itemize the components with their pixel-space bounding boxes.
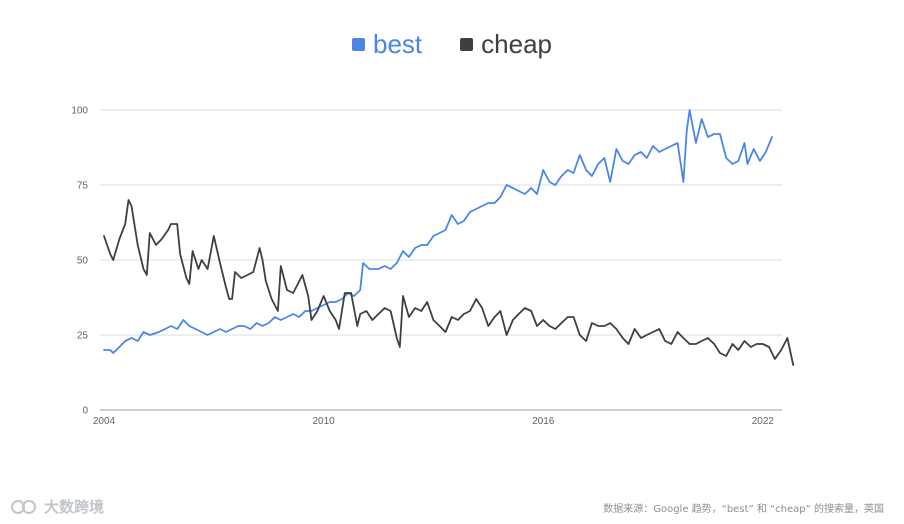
x-tick-label-2016: 2016 xyxy=(532,416,555,427)
legend: best cheap xyxy=(0,28,904,60)
y-tick-label-100: 100 xyxy=(71,106,88,117)
watermark-logo-icon xyxy=(11,499,36,514)
series-line-best[interactable] xyxy=(103,109,773,354)
legend-swatch-cheap xyxy=(460,37,474,51)
legend-label-best: best xyxy=(373,29,423,59)
watermark: 大数跨境 xyxy=(10,496,104,517)
legend-swatch-best xyxy=(352,37,365,51)
watermark-text: 大数跨境 xyxy=(44,498,105,516)
x-tick-label-2004: 2004 xyxy=(93,416,116,427)
legend-item-cheap[interactable]: cheap xyxy=(460,28,552,60)
x-tick-label-2022: 2022 xyxy=(752,416,775,427)
y-tick-label-50: 50 xyxy=(77,256,89,267)
x-tick-label-2010: 2010 xyxy=(312,416,335,427)
y-tick-label-75: 75 xyxy=(77,181,89,192)
legend-label-cheap: cheap xyxy=(481,29,552,59)
legend-item-best[interactable]: best xyxy=(352,28,422,60)
source-note: 数据来源：Google 趋势，“best” 和 “cheap” 的搜索量，英国 xyxy=(603,504,884,515)
y-tick-label-25: 25 xyxy=(77,331,89,342)
series-lines xyxy=(103,109,795,366)
gridlines xyxy=(100,109,782,411)
axis-labels: 0 25 50 75 100 2004 2010 2016 2022 xyxy=(71,106,774,428)
y-tick-label-0: 0 xyxy=(82,406,88,417)
series-line-cheap[interactable] xyxy=(103,199,795,366)
